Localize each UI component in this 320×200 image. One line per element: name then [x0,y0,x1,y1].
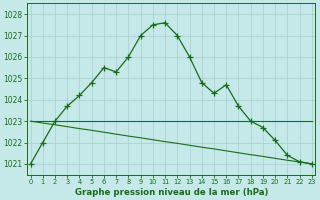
X-axis label: Graphe pression niveau de la mer (hPa): Graphe pression niveau de la mer (hPa) [75,188,268,197]
